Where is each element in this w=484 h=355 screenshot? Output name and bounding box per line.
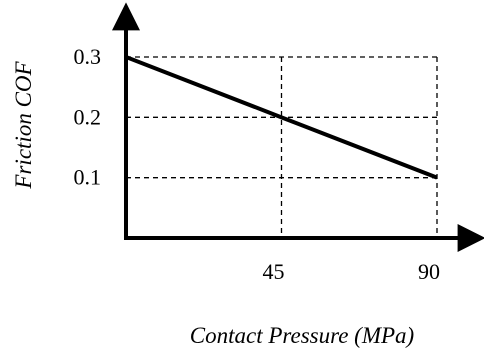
x-tick-label-1: 90 xyxy=(418,259,440,284)
series-line-0 xyxy=(125,55,438,180)
y-tick-label-2: 0.3 xyxy=(74,44,102,69)
x-tick-label-0: 45 xyxy=(263,259,285,284)
x-axis-title: Contact Pressure (MPa) xyxy=(190,323,414,348)
series-group xyxy=(125,55,438,180)
y-tick-label-1: 0.2 xyxy=(74,104,102,129)
y-axis-title: Friction COF xyxy=(11,60,36,189)
grid-lines xyxy=(126,56,438,238)
tick-labels: 0.1 0.2 0.3 45 90 xyxy=(74,44,441,284)
y-tick-label-0: 0.1 xyxy=(74,165,102,190)
